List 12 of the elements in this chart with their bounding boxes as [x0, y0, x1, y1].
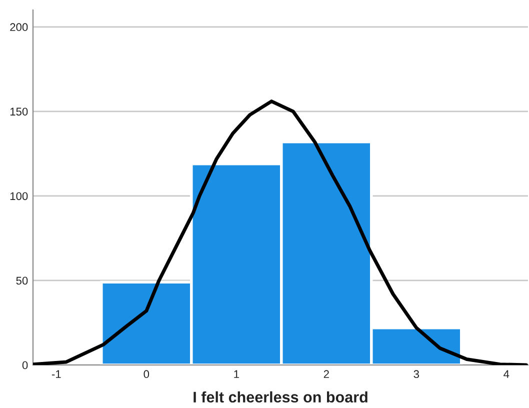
x-tick-label: -1	[52, 370, 61, 378]
y-tick-label: 0	[22, 361, 28, 370]
x-tick-label: 4	[504, 370, 510, 378]
x-tick-label: 0	[144, 370, 150, 378]
y-tick-label: 150	[10, 108, 28, 116]
x-tick-label: 1	[234, 370, 239, 378]
y-tick-label: 100	[10, 192, 28, 200]
y-tick-label: 50	[16, 276, 28, 285]
y-tick-label: 200	[10, 23, 28, 32]
x-tick-label: 2	[324, 370, 329, 378]
x-axis-title: I felt cheerless on board	[194, 391, 368, 403]
x-tick-label: 3	[414, 370, 419, 378]
